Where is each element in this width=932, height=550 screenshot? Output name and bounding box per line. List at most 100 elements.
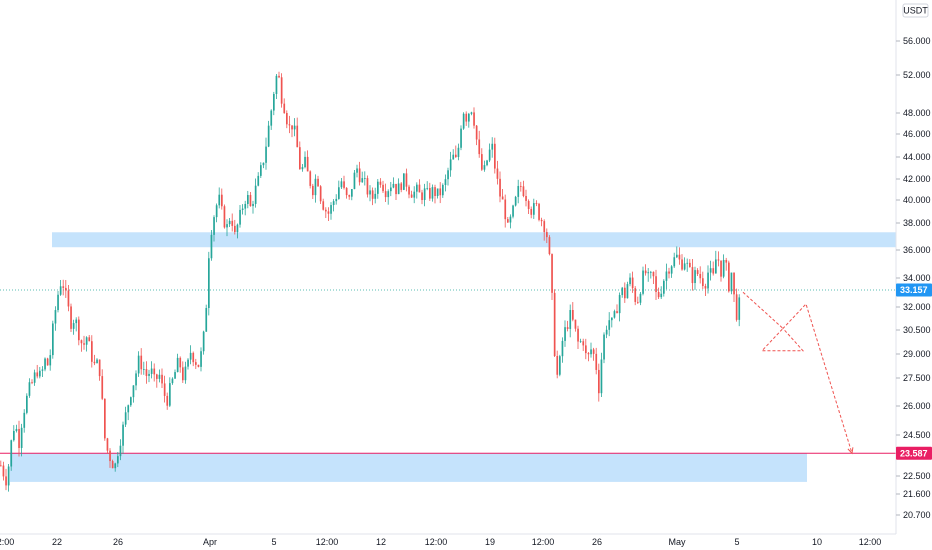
- candle: [494, 137, 496, 174]
- forecast-path[interactable]: [742, 291, 853, 454]
- currency-badge[interactable]: USDT: [902, 3, 929, 18]
- candle: [517, 179, 520, 204]
- candle: [696, 268, 699, 277]
- candle: [465, 111, 468, 126]
- candle: [369, 185, 371, 202]
- candle: [275, 74, 278, 100]
- candle: [335, 194, 338, 205]
- candle: [379, 178, 382, 188]
- candle: [384, 183, 387, 203]
- price-badges: USDT 33.157 23.587: [896, 3, 932, 460]
- candle: [715, 250, 717, 274]
- candle: [436, 188, 439, 199]
- candle: [605, 325, 608, 339]
- price-axis[interactable]: 56.000 52.000 48.000 46.000 44.000 42.000 40.0…: [895, 0, 931, 534]
- candle: [267, 120, 270, 148]
- candle: [483, 160, 486, 172]
- support-zone[interactable]: [10, 453, 807, 482]
- candle: [67, 284, 70, 312]
- candle: [382, 180, 384, 193]
- candle: [702, 271, 704, 290]
- candle: [647, 268, 650, 282]
- candle: [546, 228, 548, 244]
- candle: [356, 164, 358, 178]
- candle: [158, 369, 161, 383]
- candle: [470, 111, 473, 116]
- candle: [293, 118, 296, 137]
- candle: [52, 320, 54, 359]
- candle: [512, 204, 514, 219]
- candle: [231, 213, 234, 232]
- candle: [286, 110, 288, 129]
- candles-layer: [0, 71, 741, 492]
- candle: [444, 174, 447, 192]
- forecast-arrowhead: [847, 447, 854, 455]
- candle: [200, 347, 202, 372]
- last-price-badge-label: 33.157: [900, 285, 928, 295]
- candle: [33, 369, 36, 386]
- candle: [683, 257, 686, 271]
- y-tick-label: 48.000: [903, 108, 931, 118]
- candle: [650, 270, 652, 279]
- candle: [49, 349, 52, 371]
- level-badge-label: 23.587: [900, 448, 928, 458]
- candle: [62, 279, 65, 296]
- x-tick-label: 10: [812, 537, 822, 547]
- candle: [527, 199, 530, 215]
- x-tick-label: 12:00: [425, 537, 448, 547]
- candle: [520, 181, 522, 192]
- candle: [169, 377, 171, 408]
- candle: [330, 202, 332, 220]
- candle: [332, 199, 335, 212]
- candle: [405, 168, 408, 192]
- candle: [171, 377, 174, 385]
- resistance-zone[interactable]: [52, 232, 896, 248]
- candle: [733, 272, 735, 303]
- candle: [722, 254, 725, 279]
- candle: [478, 130, 481, 158]
- y-tick-label: 30.500: [903, 325, 931, 335]
- candle: [28, 378, 31, 398]
- candle: [273, 91, 275, 116]
- candle: [566, 320, 569, 332]
- candle: [111, 459, 114, 469]
- candle: [676, 246, 678, 259]
- y-tick-label: 38.000: [903, 218, 931, 228]
- candle: [270, 109, 273, 130]
- candle: [31, 379, 33, 385]
- y-tick-label: 40.000: [903, 195, 931, 205]
- candle: [7, 464, 10, 492]
- candle: [314, 174, 317, 203]
- candle: [559, 354, 561, 377]
- candle: [239, 205, 241, 228]
- zones-layer: [10, 232, 896, 482]
- candle: [106, 437, 109, 454]
- candle: [41, 366, 44, 377]
- candle: [13, 425, 15, 442]
- y-tick-label: 27.500: [903, 373, 931, 383]
- candle: [704, 283, 707, 296]
- candle: [192, 351, 195, 367]
- candle: [395, 183, 397, 200]
- candle: [127, 404, 130, 421]
- candle: [509, 214, 512, 229]
- candle: [460, 125, 462, 151]
- candle: [595, 347, 598, 375]
- candle: [327, 207, 330, 221]
- candle: [590, 342, 592, 358]
- candle: [634, 286, 637, 306]
- candle: [468, 112, 470, 128]
- candle: [252, 200, 254, 214]
- candle: [265, 137, 267, 170]
- candle: [135, 370, 137, 391]
- candle: [26, 393, 28, 415]
- y-tick-label: 44.000: [903, 152, 931, 162]
- candle: [434, 184, 436, 204]
- y-tick-label: 34.000: [903, 273, 931, 283]
- candle: [301, 163, 304, 172]
- y-tick-label: 52.000: [903, 70, 931, 80]
- candle: [421, 189, 423, 205]
- candle: [223, 204, 226, 229]
- time-axis[interactable]: 12:00 22 26 Apr 5 12:00 12 12:00 19 12:00 26 May 5 10…: [0, 533, 896, 547]
